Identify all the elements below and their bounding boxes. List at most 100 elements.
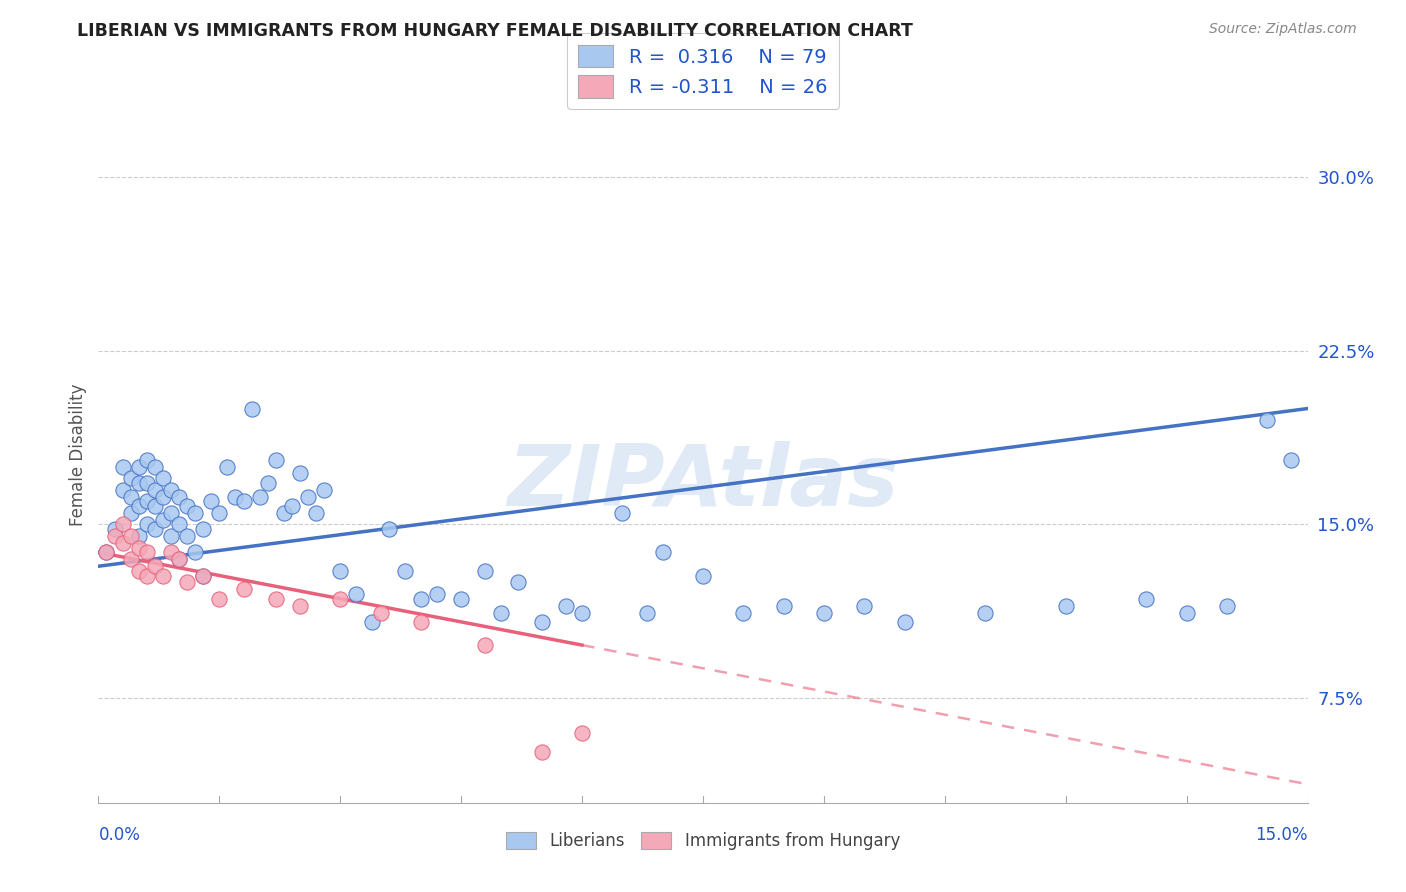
Text: 0.0%: 0.0% [98,826,141,844]
Point [152,490,174,504]
Point [530,745,553,759]
Point [612,506,634,520]
Point [264,452,287,467]
Point [160,483,183,497]
Point [135,568,157,582]
Point [176,575,198,590]
Point [176,529,198,543]
Point [974,606,997,620]
Point [167,552,190,566]
Point [772,599,794,613]
Point [96,545,118,559]
Point [409,591,432,606]
Point [344,587,367,601]
Point [305,506,328,520]
Text: Source: ZipAtlas.com: Source: ZipAtlas.com [1209,22,1357,37]
Point [143,499,166,513]
Point [152,568,174,582]
Point [555,599,578,613]
Point [96,545,118,559]
Point [491,606,513,620]
Point [111,536,134,550]
Point [394,564,416,578]
Point [176,499,198,513]
Point [224,490,246,504]
Point [329,591,352,606]
Point [733,606,755,620]
Point [1054,599,1077,613]
Point [135,475,157,490]
Point [314,483,336,497]
Point [111,459,134,474]
Point [143,522,166,536]
Point [160,545,183,559]
Point [273,506,295,520]
Point [167,552,190,566]
Point [120,529,142,543]
Point [193,568,215,582]
Point [200,494,222,508]
Point [506,575,529,590]
Point [135,545,157,559]
Point [120,471,142,485]
Point [329,564,352,578]
Point [184,545,207,559]
Point [111,517,134,532]
Point [264,591,287,606]
Point [426,587,449,601]
Point [450,591,472,606]
Point [143,559,166,574]
Point [135,452,157,467]
Point [530,615,553,629]
Legend: Liberians, Immigrants from Hungary: Liberians, Immigrants from Hungary [499,826,907,857]
Point [1281,452,1303,467]
Point [1256,413,1278,427]
Point [160,506,183,520]
Point [128,475,150,490]
Point [152,513,174,527]
Point [288,599,311,613]
Point [651,545,673,559]
Point [120,490,142,504]
Point [1135,591,1157,606]
Point [370,606,392,620]
Point [232,582,254,597]
Point [120,506,142,520]
Point [167,490,190,504]
Point [361,615,384,629]
Point [167,517,190,532]
Point [217,459,239,474]
Point [193,568,215,582]
Point [128,529,150,543]
Point [813,606,835,620]
Point [636,606,658,620]
Point [128,459,150,474]
Text: LIBERIAN VS IMMIGRANTS FROM HUNGARY FEMALE DISABILITY CORRELATION CHART: LIBERIAN VS IMMIGRANTS FROM HUNGARY FEMA… [77,22,914,40]
Text: 15.0%: 15.0% [1256,826,1308,844]
Point [103,522,125,536]
Point [128,564,150,578]
Text: ZIPAtlas: ZIPAtlas [508,442,898,524]
Point [232,494,254,508]
Point [208,506,231,520]
Point [409,615,432,629]
Point [208,591,231,606]
Point [135,517,157,532]
Point [143,483,166,497]
Point [128,499,150,513]
Y-axis label: Female Disability: Female Disability [69,384,87,526]
Point [1216,599,1239,613]
Point [297,490,319,504]
Point [853,599,876,613]
Point [571,606,593,620]
Point [256,475,278,490]
Point [288,467,311,481]
Point [128,541,150,555]
Point [474,638,496,652]
Point [281,499,304,513]
Point [571,726,593,740]
Point [135,494,157,508]
Point [893,615,915,629]
Point [103,529,125,543]
Point [474,564,496,578]
